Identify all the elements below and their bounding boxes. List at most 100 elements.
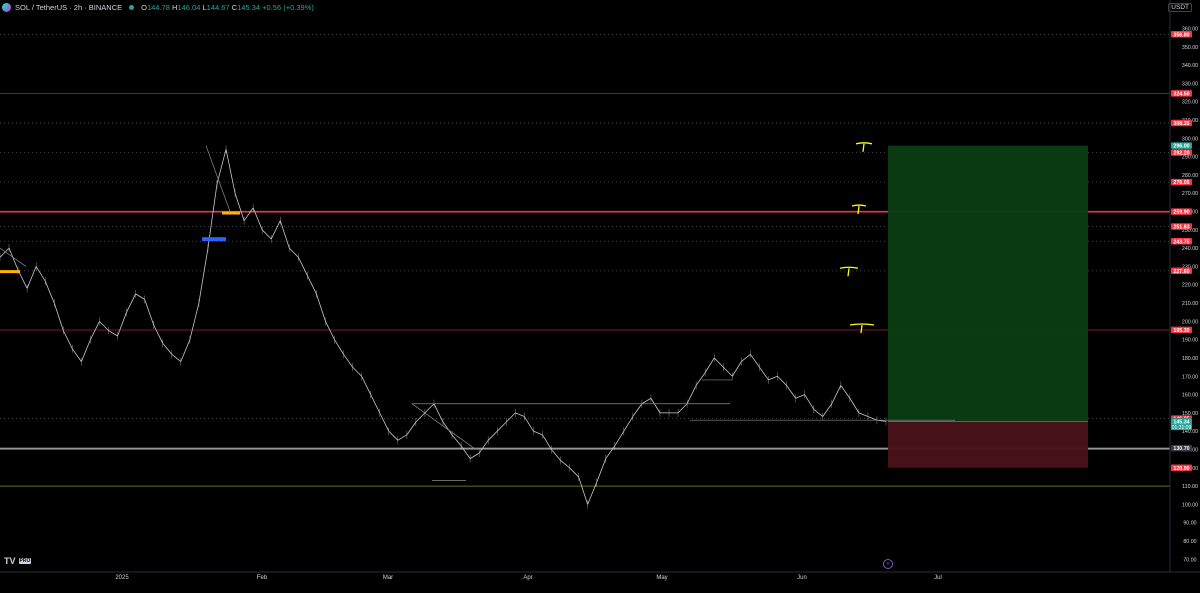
price-segment-9 (71, 348, 82, 362)
price-segment-71 (632, 403, 643, 417)
target-mark-stem-1 (857, 205, 860, 215)
price-label-bg-3 (1171, 142, 1192, 149)
price-segment-46 (406, 421, 417, 436)
price-segment-52 (460, 445, 471, 459)
y-tick-label-19: 170.00 (1182, 374, 1198, 380)
price-label-7: 251.83 (1173, 224, 1189, 230)
price-segment-3 (17, 269, 28, 289)
high-value: 146.04 (177, 2, 201, 12)
y-tick-label-20: 160.00 (1182, 393, 1198, 399)
price-segment-49 (433, 403, 444, 423)
price-segment-36 (316, 293, 326, 322)
y-tick-label-14: 220.00 (1182, 283, 1198, 289)
price-segment-92 (822, 403, 833, 417)
price-label-bg-14 (1171, 444, 1192, 452)
price-segment-56 (496, 421, 507, 432)
price-segment-57 (506, 412, 516, 423)
fib-marker-orange (222, 211, 240, 215)
y-tick-label-25: 110.00 (1182, 484, 1198, 490)
x-tick-label-1: Feb (257, 575, 268, 581)
price-segment-34 (297, 257, 308, 276)
y-tick-label-29: 70.00 (1183, 557, 1196, 563)
y-tick-label-28: 80.00 (1183, 539, 1196, 545)
stop-zone (888, 421, 1088, 468)
price-segment-91 (813, 408, 823, 417)
price-segment-11 (90, 321, 100, 340)
price-segment-96 (858, 412, 869, 417)
target-mark-top-3 (849, 323, 875, 326)
price-label-bg-4 (1171, 149, 1192, 156)
left-marker-orange (0, 270, 20, 274)
price-segment-72 (641, 397, 652, 405)
price-segment-41 (361, 376, 372, 395)
y-tick-label-8: 280.00 (1182, 173, 1198, 179)
x-tick-label-0: 2025 (115, 575, 129, 581)
price-segment-45 (397, 434, 408, 441)
price-segment-64 (569, 467, 579, 478)
price-segment-76 (677, 403, 688, 414)
y-tick-label-12: 240.00 (1182, 246, 1198, 252)
price-label-bg-7 (1171, 223, 1192, 230)
price-segment-73 (650, 398, 661, 414)
y-tick-label-18: 180.00 (1182, 356, 1198, 362)
pro-badge: PRO (18, 558, 32, 564)
price-label-2: 308.35 (1173, 121, 1189, 127)
price-segment-33 (289, 247, 299, 258)
price-segment-77 (686, 385, 697, 404)
y-tick-label-2: 340.00 (1182, 63, 1198, 69)
symbol-legend[interactable]: SOL / TetherUS · 2h · BINANCE O144.78 H1… (2, 1, 314, 13)
price-segment-80 (713, 357, 724, 368)
price-segment-63 (560, 460, 570, 469)
price-segment-48 (424, 403, 435, 414)
price-segment-79 (704, 357, 715, 373)
price-segment-81 (722, 366, 733, 377)
price-label-bg-13 (1171, 418, 1192, 431)
price-segment-58 (515, 412, 525, 417)
price-label-bg-5 (1171, 178, 1192, 186)
x-tick-label-3: Apr (523, 575, 532, 581)
price-segment-30 (261, 229, 272, 240)
target-mark-stem-0 (862, 143, 865, 152)
price-segment-28 (243, 207, 254, 221)
price-segment-22 (189, 302, 200, 340)
tradingview-logo[interactable]: TV PRO (4, 556, 32, 566)
currency-selector[interactable]: USDT (1168, 3, 1192, 12)
y-tick-label-4: 320.00 (1182, 100, 1198, 106)
price-label-4: 292.20 (1173, 151, 1189, 157)
x-tick-label-4: May (656, 575, 667, 581)
price-segment-93 (831, 385, 842, 404)
price-segment-94 (840, 385, 851, 399)
price-label-13: 145.34 (1173, 419, 1189, 425)
price-segment-51 (451, 434, 462, 447)
y-tick-label-17: 190.00 (1182, 338, 1198, 344)
y-tick-label-11: 250.00 (1182, 228, 1198, 234)
price-segment-15 (126, 293, 136, 313)
price-segment-20 (171, 353, 182, 362)
price-segment-89 (795, 394, 805, 399)
price-label-1: 324.50 (1173, 91, 1189, 97)
price-segment-88 (786, 385, 796, 399)
price-segment-6 (44, 280, 55, 304)
price-segment-26 (225, 149, 236, 194)
price-label-0: 356.80 (1173, 32, 1189, 38)
change-value: +0.56 (+0.39%) (262, 2, 314, 12)
price-segment-66 (587, 482, 598, 505)
low-value: 144.67 (206, 2, 230, 12)
y-tick-label-15: 210.00 (1182, 301, 1198, 307)
price-segment-1 (0, 247, 10, 258)
price-segment-90 (804, 394, 815, 410)
target-mark-top-2 (839, 266, 859, 269)
y-tick-label-6: 300.00 (1182, 136, 1198, 142)
price-segment-4 (26, 266, 37, 289)
price-segment-8 (62, 330, 73, 349)
target-mark-top-1 (851, 204, 867, 207)
scroll-to-realtime-icon[interactable]: » (883, 559, 893, 569)
price-segment-53 (469, 452, 480, 459)
price-segment-69 (614, 430, 625, 447)
y-tick-label-22: 140.00 (1182, 429, 1198, 435)
price-label-bg-8 (1171, 237, 1192, 245)
price-segment-27 (234, 193, 245, 221)
symbol-title[interactable]: SOL / TetherUS · 2h · BINANCE (15, 2, 123, 12)
